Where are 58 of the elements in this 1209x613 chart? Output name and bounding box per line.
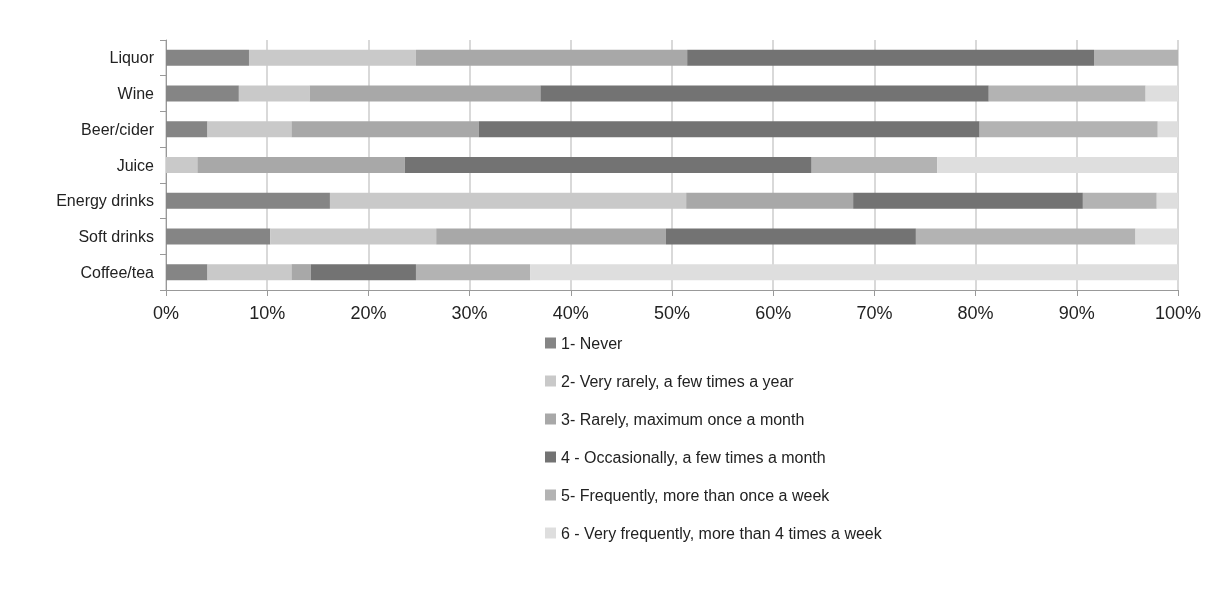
y-tick-label: Liquor: [109, 49, 155, 67]
bar: [329, 192, 687, 209]
bar: [166, 157, 198, 173]
x-tick-label: 60%: [755, 303, 792, 323]
x-tick-label: 80%: [957, 303, 994, 323]
legend-label: 1- Never: [561, 334, 624, 352]
bar: [248, 49, 416, 66]
x-tick-label: 10%: [249, 303, 286, 323]
bar: [686, 192, 854, 209]
x-tick-label: 70%: [856, 303, 893, 323]
bar: [270, 228, 437, 245]
y-tick-label: Energy drinks: [56, 192, 154, 210]
legend-label: 2- Very rarely, a few times a year: [561, 372, 795, 390]
bar: [197, 157, 405, 173]
bar: [207, 264, 292, 281]
x-tick-label: 40%: [552, 303, 589, 323]
x-tick-label: 30%: [451, 303, 488, 323]
y-tick-label: Juice: [116, 156, 155, 174]
bar: [166, 121, 208, 138]
bar: [687, 49, 1094, 66]
y-tick-label: Soft drinks: [78, 227, 154, 245]
legend-label: 5- Frequently, more than once a week: [561, 486, 831, 504]
bar: [853, 192, 1083, 209]
bar: [415, 264, 531, 281]
legend-label: 6 - Very frequently, more than 4 times a week: [561, 524, 883, 542]
y-tick-label: Coffee/tea: [80, 263, 155, 281]
bar: [166, 85, 239, 102]
bar: [540, 85, 989, 102]
bar: [811, 157, 938, 173]
y-tick-label: Wine: [117, 85, 155, 103]
bar: [291, 121, 479, 138]
x-tick-label: 20%: [350, 303, 387, 323]
bar: [915, 228, 1136, 245]
bar: [238, 85, 310, 102]
bar: [310, 264, 416, 281]
bar: [309, 85, 541, 102]
legend-label: 4 - Occasionally, a few times a month: [561, 448, 826, 466]
bar: [1082, 192, 1157, 209]
bar: [665, 228, 916, 245]
bar: [436, 228, 666, 245]
bar: [291, 264, 311, 281]
legend-label: 3- Rarely, maximum once a month: [561, 410, 805, 428]
bar: [478, 121, 980, 138]
bar: [415, 49, 688, 66]
bar: [979, 121, 1158, 138]
x-tick-label: 90%: [1058, 303, 1095, 323]
bar: [207, 121, 292, 138]
x-tick-label: 50%: [653, 303, 691, 323]
bar: [988, 85, 1146, 102]
bar: [166, 228, 271, 245]
y-tick-label: Beer/cider: [81, 120, 155, 138]
bar: [166, 49, 249, 66]
x-tick-label: 0%: [152, 303, 180, 323]
x-tick-label: 100%: [1154, 303, 1202, 323]
bar: [1094, 49, 1178, 66]
bar: [166, 192, 330, 209]
bar: [166, 264, 208, 281]
bar: [404, 157, 812, 173]
